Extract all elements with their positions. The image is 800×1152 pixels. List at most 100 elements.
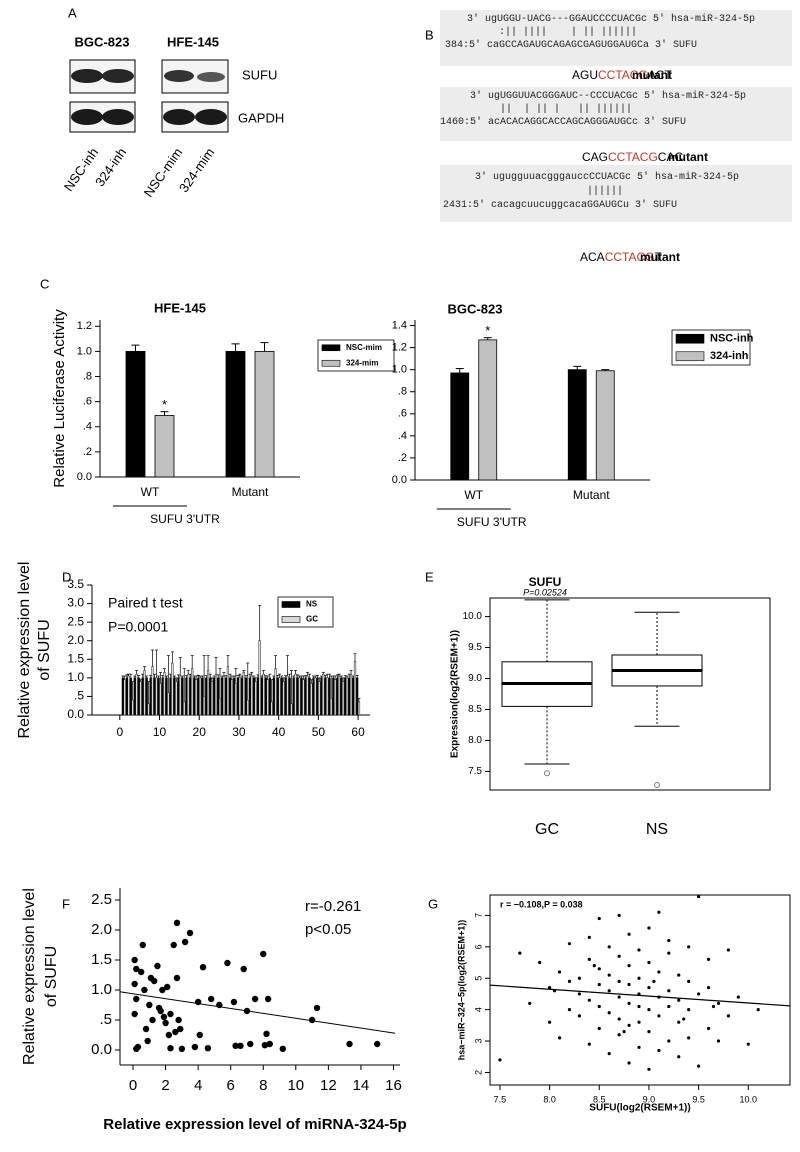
point <box>617 954 621 958</box>
bar <box>252 677 256 716</box>
x-tick-label: 30 <box>232 725 246 739</box>
point <box>711 1004 716 1009</box>
band <box>71 69 103 83</box>
y-tick-label: .6 <box>83 396 92 408</box>
x-tick-label: 8 <box>259 1077 267 1094</box>
x-tick-label: 50 <box>312 725 326 739</box>
x-tick-label: 9.0 <box>643 1094 656 1104</box>
point <box>637 1045 641 1049</box>
point <box>667 1039 671 1043</box>
bar <box>316 677 319 716</box>
point <box>196 1031 203 1039</box>
point <box>160 1013 168 1021</box>
panel-label: F <box>62 896 70 911</box>
bar <box>213 677 216 716</box>
x-tick-label: 60 <box>351 725 365 739</box>
point <box>538 960 542 965</box>
mutant-sequence: ACACCTACGT <box>580 250 662 264</box>
point <box>146 1001 153 1009</box>
point <box>374 1040 381 1048</box>
point <box>607 989 611 993</box>
annotation: r = −0.108,P = 0.038 <box>500 899 583 909</box>
mutant-label: mutant <box>668 150 708 164</box>
chart-title: HFE-145 <box>154 300 206 315</box>
bar <box>244 677 248 716</box>
target-sequence: 1460:5' acACACAGGCACCAGCAGGGAUGCc 3' SUF… <box>440 117 687 128</box>
point <box>247 1040 254 1048</box>
cell-line: BGC-823 <box>75 34 130 49</box>
x-tick-label: NS <box>646 821 668 838</box>
protein-label: SUFU <box>242 67 277 82</box>
target-sequence: 2431:5' cacagcuucuggcacaGGAUGCu 3' SUFU <box>443 200 678 211</box>
alignment-box <box>440 87 792 141</box>
bar <box>330 698 333 716</box>
x-tick-label: 10 <box>153 725 167 739</box>
bar <box>332 677 335 716</box>
point <box>144 1037 151 1045</box>
bar <box>135 673 138 716</box>
bar <box>232 677 236 716</box>
bar <box>322 673 325 716</box>
fit-line <box>119 991 396 1034</box>
point <box>617 1033 621 1037</box>
bar <box>595 370 615 481</box>
band <box>195 109 227 125</box>
outlier <box>544 770 550 777</box>
bar <box>202 696 206 716</box>
bar <box>206 670 210 716</box>
point <box>627 964 631 968</box>
blot <box>69 59 229 133</box>
outlier <box>654 782 660 789</box>
bar <box>349 673 353 716</box>
bar <box>326 677 329 716</box>
seq-part: AGU <box>572 68 599 82</box>
bar <box>270 701 273 716</box>
seq-part: CAG <box>582 150 609 164</box>
seq-part: CCTACG <box>608 150 658 164</box>
point <box>667 938 671 943</box>
point <box>622 1030 626 1034</box>
mutant-sequence: CAGCCTACGCAC <box>582 150 683 164</box>
bar <box>177 677 180 716</box>
bar <box>292 677 295 716</box>
bar <box>250 675 253 716</box>
y-axis-label: Relative expression level <box>16 562 33 739</box>
point <box>232 1042 239 1050</box>
panel-label: G <box>428 896 438 911</box>
point <box>682 1017 686 1021</box>
bar <box>262 673 265 716</box>
bar <box>210 681 214 716</box>
point <box>170 941 177 949</box>
bar <box>234 683 237 716</box>
seq-part: ACT <box>647 68 672 82</box>
point <box>186 929 194 937</box>
bar <box>276 677 279 716</box>
bar <box>254 681 257 716</box>
point <box>577 976 582 980</box>
mutant-label: mutant <box>640 250 680 264</box>
bar <box>195 679 198 716</box>
point <box>557 970 562 974</box>
band <box>164 70 194 82</box>
point <box>175 1016 182 1024</box>
bar <box>214 673 218 716</box>
bar <box>298 677 301 716</box>
bar <box>187 673 190 716</box>
legend-label: NSC-inh <box>710 333 754 345</box>
point <box>677 1055 681 1059</box>
point <box>154 962 161 970</box>
point <box>567 942 572 946</box>
bar <box>139 681 142 716</box>
x-tick-label: 10.0 <box>740 1094 758 1104</box>
y-tick-label: 3 <box>473 1039 483 1044</box>
point <box>178 1045 186 1053</box>
point <box>647 960 651 965</box>
y-tick-label: 1.0 <box>392 364 407 376</box>
bar <box>304 677 307 716</box>
point <box>647 926 651 930</box>
point <box>260 950 267 958</box>
x-tick-label: 7.5 <box>494 1094 507 1104</box>
point <box>587 957 591 961</box>
y-tick-label: 0.0 <box>67 707 84 721</box>
point <box>577 1014 582 1018</box>
